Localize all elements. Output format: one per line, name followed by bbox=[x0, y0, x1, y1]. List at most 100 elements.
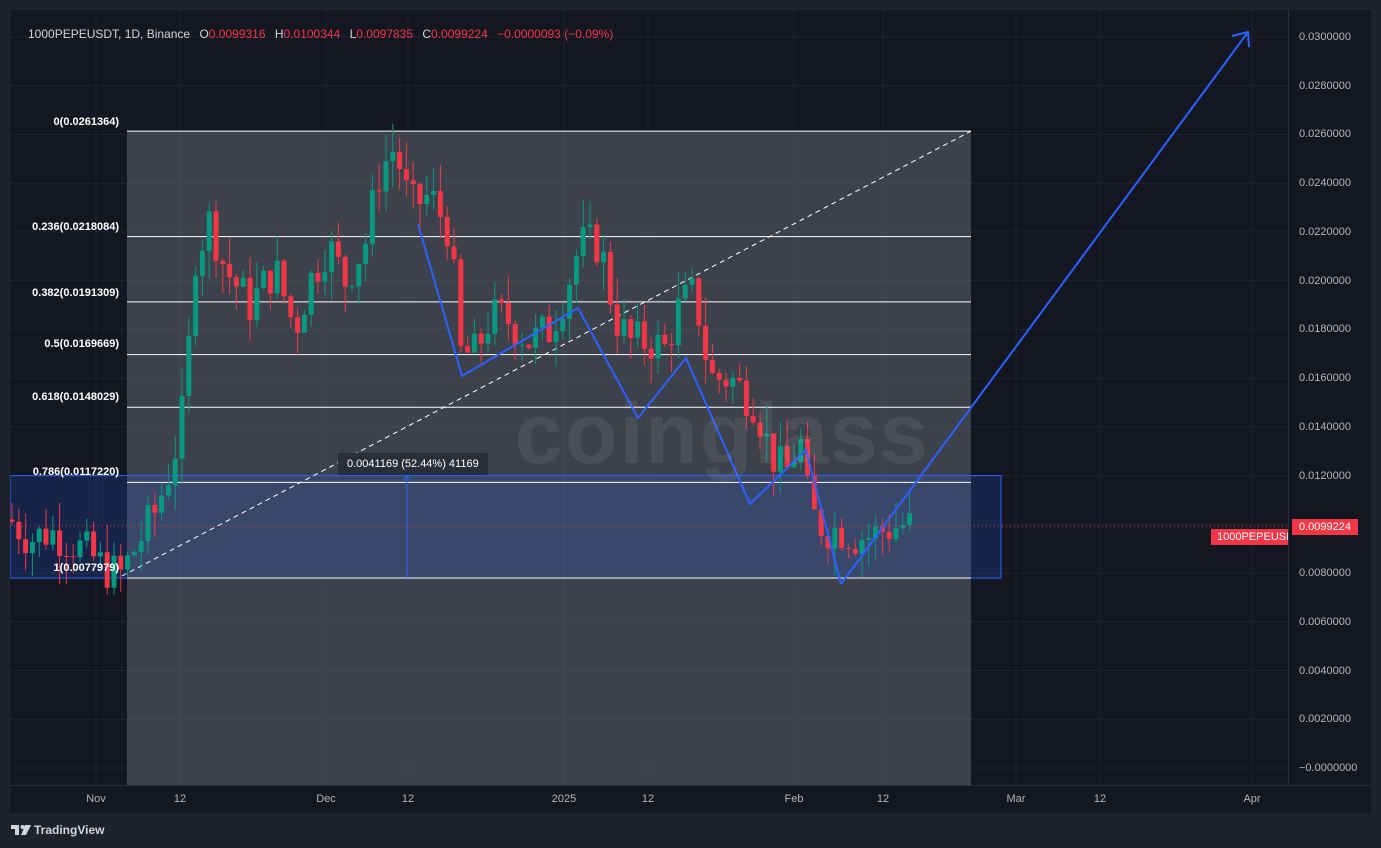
candle-body bbox=[131, 551, 137, 556]
candle-body bbox=[635, 321, 641, 338]
elliott-wave-path bbox=[417, 223, 842, 585]
candle-body bbox=[655, 334, 661, 359]
candle-body bbox=[587, 224, 593, 228]
price-range-measure-label[interactable]: 0.0041169 (52.44%) 41169 bbox=[338, 453, 488, 475]
candle-body bbox=[818, 509, 824, 537]
candle-body bbox=[873, 526, 879, 539]
candle-body bbox=[29, 541, 35, 554]
candle-body bbox=[607, 251, 613, 305]
candle-body bbox=[703, 325, 709, 360]
fib-label-0786[interactable]: 0.786(0.0117220) bbox=[32, 466, 119, 478]
candle-body bbox=[485, 333, 491, 344]
measure-arrow-head bbox=[402, 474, 412, 481]
candle-body bbox=[907, 513, 913, 526]
candle-body bbox=[839, 527, 845, 548]
candle-body bbox=[43, 528, 49, 545]
projection-arrow-head bbox=[1231, 30, 1250, 48]
candle-body bbox=[84, 531, 90, 541]
candle-body bbox=[179, 396, 185, 459]
candle-body bbox=[206, 211, 212, 251]
price-axis-label: 0.0040000 bbox=[1299, 664, 1351, 677]
candle-body bbox=[628, 319, 634, 338]
candle-body bbox=[519, 344, 525, 346]
candle-body bbox=[322, 272, 328, 282]
candle-body bbox=[811, 474, 817, 510]
candle-body bbox=[70, 556, 76, 558]
symbol-title[interactable]: 1000PEPEUSDT, 1D, Binance bbox=[28, 27, 191, 41]
low-key: L bbox=[349, 27, 357, 41]
candle-body bbox=[91, 531, 97, 557]
candle-body bbox=[614, 304, 620, 336]
candle-body bbox=[424, 194, 430, 205]
candle-body bbox=[580, 227, 586, 257]
fib-label-05[interactable]: 0.5(0.0169669) bbox=[44, 338, 119, 350]
candle-body bbox=[342, 256, 348, 287]
high-value: 0.0100344 bbox=[283, 27, 341, 41]
time-axis-label: 12 bbox=[173, 793, 187, 805]
fib-label-0[interactable]: 0(0.0261364) bbox=[53, 116, 119, 128]
candle-body bbox=[764, 433, 770, 437]
candle-body bbox=[315, 272, 321, 282]
time-axis[interactable]: Nov 12 Dec 12 2025 12 Feb 12 Mar 12 Apr bbox=[10, 785, 1371, 813]
candle-body bbox=[254, 288, 260, 321]
candle-body bbox=[295, 317, 301, 333]
fib-label-1[interactable]: 1(0.0077979) bbox=[53, 562, 119, 574]
candle-body bbox=[641, 321, 647, 349]
candle-body bbox=[567, 284, 573, 319]
candle-body bbox=[77, 540, 83, 558]
time-axis-label: 12 bbox=[641, 793, 655, 805]
candle-body bbox=[397, 152, 403, 170]
price-axis[interactable]: 0.0300000 0.0280000 0.0260000 0.0240000 0.02… bbox=[1288, 10, 1371, 785]
candle-body bbox=[220, 260, 226, 264]
candle-body bbox=[689, 278, 695, 285]
candle-body bbox=[410, 180, 416, 185]
price-axis-label: 0.0220000 bbox=[1299, 225, 1351, 238]
fib-label-0382[interactable]: 0.382(0.0191309) bbox=[32, 287, 119, 299]
fib-label-0236[interactable]: 0.236(0.0218084) bbox=[32, 221, 119, 233]
price-axis-label: 0.0060000 bbox=[1299, 615, 1351, 628]
price-axis-label: 0.0160000 bbox=[1299, 372, 1351, 385]
candle-body bbox=[267, 270, 273, 294]
fib-label-0618[interactable]: 0.618(0.0148029) bbox=[32, 391, 119, 403]
candle-body bbox=[601, 251, 607, 263]
candle-body bbox=[451, 246, 457, 260]
candle-body bbox=[716, 373, 722, 380]
price-axis-label: 0.0020000 bbox=[1299, 713, 1351, 726]
candle-body bbox=[743, 380, 749, 417]
candle-body bbox=[104, 552, 110, 588]
fib-zone-background bbox=[127, 131, 971, 785]
candle-body bbox=[165, 485, 171, 496]
candle-body bbox=[159, 495, 165, 513]
price-chart-canvas[interactable] bbox=[10, 10, 1288, 785]
support-zone-rectangle bbox=[10, 475, 1002, 579]
candle-body bbox=[784, 446, 790, 468]
time-axis-label: Nov bbox=[86, 793, 106, 805]
price-axis-label: 0.0080000 bbox=[1299, 567, 1351, 580]
price-axis-label: 0.0200000 bbox=[1299, 274, 1351, 287]
candle-body bbox=[199, 250, 205, 276]
candle-body bbox=[383, 161, 389, 192]
chart-pane[interactable]: coinglass 1000PEPEUSDT, 1D, Binance O0.0… bbox=[10, 10, 1288, 785]
candle-body bbox=[526, 344, 532, 348]
candle-body bbox=[63, 556, 69, 558]
candle-body bbox=[213, 211, 219, 261]
candle-body bbox=[696, 278, 702, 326]
candle-body bbox=[859, 540, 865, 554]
candle-body bbox=[730, 377, 736, 387]
projection-arrow-line bbox=[840, 31, 1249, 585]
candle-body bbox=[437, 190, 443, 217]
candle-body bbox=[682, 284, 688, 299]
tradingview-footer[interactable]: TradingView bbox=[10, 822, 104, 838]
candle-body bbox=[866, 538, 872, 541]
price-axis-label: 0.0180000 bbox=[1299, 323, 1351, 336]
change-value: −0.0000093 (−0.09%) bbox=[497, 27, 614, 41]
ohlc-legend: 1000PEPEUSDT, 1D, Binance O0.0099316 H0.… bbox=[28, 27, 619, 41]
candle-body bbox=[505, 302, 511, 325]
tradingview-brand: TradingView bbox=[34, 823, 105, 837]
price-axis-label: 0.0300000 bbox=[1299, 31, 1351, 43]
candle-body bbox=[10, 519, 15, 522]
candle-body bbox=[57, 530, 63, 557]
candle-body bbox=[662, 334, 668, 344]
time-axis-label: Mar bbox=[1006, 793, 1026, 805]
